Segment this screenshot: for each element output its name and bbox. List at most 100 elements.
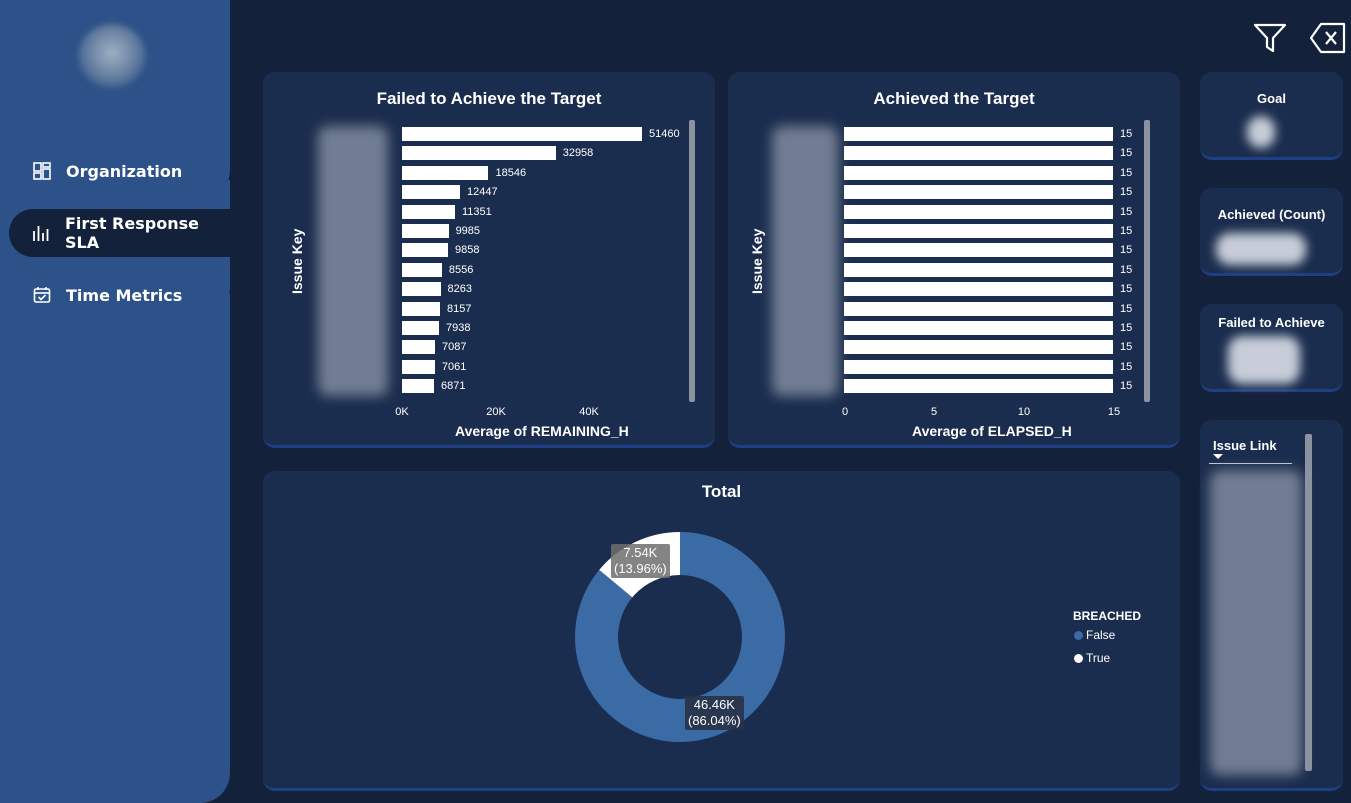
redacted-failed-value xyxy=(1228,336,1300,384)
redacted-issue-keys xyxy=(772,126,838,396)
nav-item-time-metrics[interactable]: Time Metrics xyxy=(10,271,230,319)
bar[interactable] xyxy=(402,224,449,238)
x-tick-label: 5 xyxy=(930,406,938,418)
bar-value-label: 15 xyxy=(1120,147,1133,160)
bar-value-label: 15 xyxy=(1120,225,1133,237)
bar[interactable] xyxy=(844,301,1113,316)
sidebar-bottom xyxy=(0,257,230,803)
nav-item-first-response-sla[interactable]: First Response SLA xyxy=(9,209,230,257)
bar[interactable] xyxy=(402,185,461,200)
bar[interactable] xyxy=(844,282,1113,297)
bar-value-label: 15 xyxy=(1120,205,1133,218)
x-tick-label: 40K xyxy=(579,406,599,418)
bar[interactable] xyxy=(844,262,1113,277)
x-tick-label: 10 xyxy=(1017,406,1031,418)
bar-value-label: 15 xyxy=(1120,302,1133,315)
bar-value-label: 51460 xyxy=(649,128,680,140)
failed-chart-title: Failed to Achieve the Target xyxy=(376,89,602,108)
sort-desc-icon[interactable] xyxy=(1213,454,1223,459)
bar-value-label: 12447 xyxy=(467,186,498,199)
redacted-achieved-value xyxy=(1216,233,1306,265)
nav-item-organization[interactable]: Organization xyxy=(10,147,230,195)
bar-value-label: 15 xyxy=(1120,322,1133,334)
bar-value-label: 15 xyxy=(1120,263,1133,276)
true-percent: (13.96%) xyxy=(614,561,667,576)
bar[interactable] xyxy=(844,165,1113,180)
goal-title: Goal xyxy=(1257,91,1286,106)
bar-value-label: 7938 xyxy=(446,322,471,334)
bar[interactable] xyxy=(844,321,1113,335)
nav-item-label: Time Metrics xyxy=(66,285,183,305)
achieved-x-axis-title: Average of ELAPSED_H xyxy=(912,423,1072,439)
bar[interactable] xyxy=(402,146,556,161)
goal-card: Goal xyxy=(1200,72,1343,160)
bar-value-label: 15 xyxy=(1120,380,1133,393)
x-tick-label: 0 xyxy=(841,406,849,418)
bar[interactable] xyxy=(844,204,1113,219)
bar[interactable] xyxy=(402,379,435,394)
bar[interactable] xyxy=(402,301,441,316)
true-value: 7.54K xyxy=(623,545,658,560)
legend-label: True xyxy=(1086,651,1111,665)
achieved-chart-scrollbar[interactable] xyxy=(1144,120,1150,402)
bar[interactable] xyxy=(844,243,1113,258)
bar[interactable] xyxy=(402,243,448,258)
failed-x-axis-title: Average of REMAINING_H xyxy=(455,423,629,439)
bar-value-label: 15 xyxy=(1120,244,1133,257)
bar-value-label: 7087 xyxy=(442,341,467,354)
achieved-chart-title: Achieved the Target xyxy=(873,89,1035,108)
failed-count-title: Failed to Achieve xyxy=(1218,315,1325,330)
x-tick-label: 15 xyxy=(1107,406,1121,418)
legend-label: False xyxy=(1086,628,1116,642)
bar[interactable] xyxy=(402,204,455,219)
filter-icon[interactable] xyxy=(1253,22,1287,54)
bar[interactable] xyxy=(844,359,1113,374)
bar-value-label: 6871 xyxy=(441,380,466,393)
bar-value-label: 15 xyxy=(1120,360,1133,373)
failed-chart-scrollbar[interactable] xyxy=(689,120,695,402)
bar[interactable] xyxy=(402,340,436,355)
failed-y-axis-title: Issue Key xyxy=(289,228,305,294)
legend-item-true[interactable]: True xyxy=(1074,651,1110,665)
bar[interactable] xyxy=(402,282,441,297)
false-value: 46.46K xyxy=(693,697,735,712)
bar-value-label: 15 xyxy=(1120,341,1133,354)
bar[interactable] xyxy=(844,340,1113,355)
bar-value-label: 8556 xyxy=(448,263,474,276)
bar-value-label: 15 xyxy=(1120,128,1133,140)
donut-slice-false[interactable] xyxy=(575,532,785,742)
redacted-issue-links xyxy=(1210,470,1302,775)
bar-value-label: 9985 xyxy=(455,225,481,237)
bar-value-label: 9858 xyxy=(454,244,480,257)
legend-dot xyxy=(1074,630,1083,640)
achieved-count-title: Achieved (Count) xyxy=(1217,207,1326,222)
clear-filters-icon[interactable] xyxy=(1309,21,1347,55)
bar[interactable] xyxy=(402,321,440,335)
bar[interactable] xyxy=(402,359,435,374)
bar[interactable] xyxy=(402,165,489,180)
bar[interactable] xyxy=(402,127,642,141)
issue-link-header[interactable]: Issue Link xyxy=(1213,438,1277,453)
avatar xyxy=(78,24,146,88)
bar-value-label: 15 xyxy=(1120,186,1133,199)
failed-count-card: Failed to Achieve xyxy=(1200,304,1343,392)
redacted-goal-value xyxy=(1247,116,1275,148)
bar[interactable] xyxy=(844,127,1113,141)
bar-value-label: 8157 xyxy=(447,302,472,315)
issue-link-scrollbar[interactable] xyxy=(1305,434,1312,771)
nav-item-label: First Response SLA xyxy=(65,214,199,252)
legend-item-false[interactable]: False xyxy=(1074,628,1115,642)
dashboard-icon xyxy=(32,161,52,181)
bar[interactable] xyxy=(844,224,1113,238)
bar[interactable] xyxy=(402,262,442,277)
bar[interactable] xyxy=(844,379,1113,394)
bar[interactable] xyxy=(844,146,1113,161)
legend-dot xyxy=(1074,653,1083,663)
donut-panel: Total xyxy=(263,471,1180,791)
bar-value-label: 7061 xyxy=(441,360,467,373)
bar[interactable] xyxy=(844,185,1113,200)
achieved-count-card: Achieved (Count) xyxy=(1200,188,1343,276)
bar-value-label: 32958 xyxy=(562,147,594,160)
sidebar: Organization First Response SLA Time Met… xyxy=(0,0,230,803)
redacted-issue-keys xyxy=(318,126,388,396)
